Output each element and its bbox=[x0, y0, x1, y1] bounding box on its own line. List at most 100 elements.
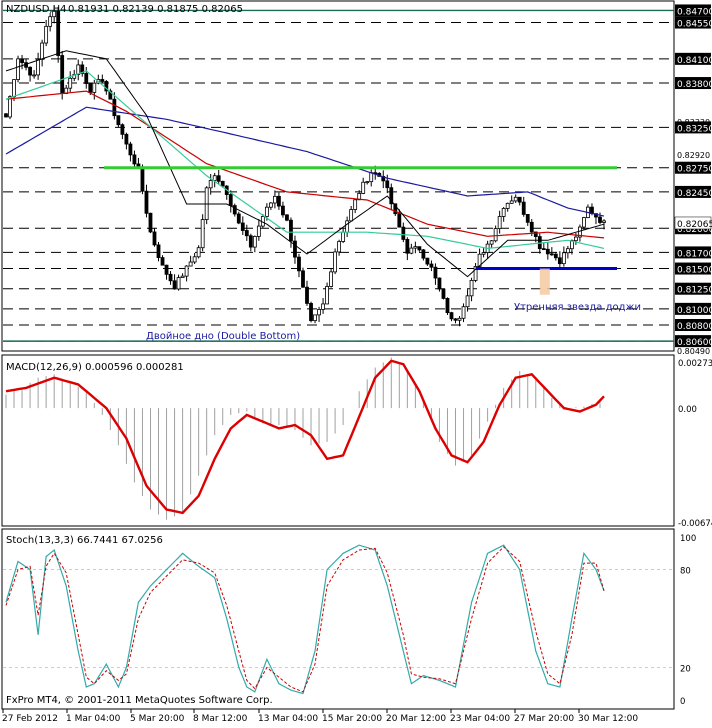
candle-body bbox=[582, 217, 586, 228]
candle-body bbox=[132, 154, 137, 165]
price-tick-label: 0.80600 bbox=[677, 338, 712, 348]
candle-body bbox=[561, 252, 566, 265]
candle-body bbox=[264, 206, 269, 217]
candle-body bbox=[598, 216, 602, 223]
price-tick-label: 0.84550 bbox=[677, 20, 712, 30]
candle-body bbox=[236, 213, 241, 224]
candle-body bbox=[108, 90, 113, 100]
candle-body bbox=[52, 10, 57, 18]
price-panel[interactable] bbox=[1, 0, 675, 352]
macd-marks: 0.00273 0.00 -0.00674 bbox=[5, 357, 712, 529]
time-tick-label: 5 Mar 20:00 bbox=[130, 714, 185, 724]
price-tick-box bbox=[675, 4, 711, 17]
price-tick-box bbox=[675, 282, 711, 295]
price-tick-label: 0.84700 bbox=[677, 7, 712, 17]
candle-body bbox=[421, 249, 426, 259]
candle-body bbox=[76, 64, 81, 75]
price-tick-box bbox=[675, 121, 711, 134]
candle-body bbox=[413, 246, 418, 249]
stoch-panel[interactable] bbox=[1, 528, 675, 710]
candle-body bbox=[501, 208, 506, 217]
candle-body bbox=[20, 58, 24, 64]
price-tick-label: 0.81250 bbox=[677, 286, 712, 296]
candle-body bbox=[521, 201, 526, 215]
candle-body bbox=[228, 194, 233, 206]
candle-body bbox=[100, 79, 105, 82]
candle-body bbox=[172, 280, 177, 290]
candle-body bbox=[305, 286, 309, 304]
candle-body bbox=[184, 265, 189, 277]
candle-body bbox=[200, 219, 205, 249]
candle-body bbox=[4, 113, 8, 118]
time-tick-label: 27 Feb 2012 bbox=[2, 714, 58, 724]
candle-body bbox=[337, 241, 342, 253]
ma-red-line bbox=[5, 90, 605, 239]
candle-body bbox=[104, 81, 109, 92]
candle-body bbox=[301, 270, 305, 288]
price-tick-label: 0.81700 bbox=[677, 249, 712, 259]
candle-body bbox=[341, 231, 346, 242]
candle-body bbox=[48, 16, 53, 27]
morning-star-annotation: Утренняя звезда доджи bbox=[514, 302, 641, 313]
time-tick-label: 20 Mar 12:00 bbox=[386, 714, 446, 724]
candle-body bbox=[513, 196, 518, 202]
time-tick-label: 8 Mar 12:00 bbox=[193, 714, 248, 724]
candle-body bbox=[244, 230, 249, 237]
candle-body bbox=[188, 261, 193, 267]
candle-body bbox=[12, 79, 16, 98]
ma-green-line bbox=[5, 70, 605, 250]
candle-body bbox=[112, 98, 117, 117]
candle-body bbox=[232, 205, 237, 215]
ma-blue-line bbox=[5, 106, 605, 217]
candle-body bbox=[369, 172, 374, 183]
candle-body bbox=[168, 273, 173, 282]
price-tick-box bbox=[675, 52, 711, 65]
candle-body bbox=[268, 202, 273, 208]
price-tick-label: 0.84100 bbox=[677, 56, 712, 66]
stoch-tick-label: 80 bbox=[680, 567, 691, 577]
candle-body bbox=[574, 236, 578, 242]
candle-body bbox=[256, 225, 261, 237]
candle-body bbox=[212, 175, 217, 181]
candle-body bbox=[349, 209, 354, 222]
candle-body bbox=[397, 213, 402, 228]
candle-body bbox=[44, 25, 49, 44]
candle-body bbox=[196, 247, 201, 258]
candle-body bbox=[216, 175, 221, 182]
candle-body bbox=[156, 244, 161, 259]
candle-body bbox=[509, 200, 514, 204]
candle-body bbox=[192, 256, 197, 263]
candle-body bbox=[208, 180, 213, 189]
current-price-box bbox=[674, 216, 712, 230]
candle-body bbox=[84, 73, 89, 84]
macd-title: MACD(12,26,9) 0.000596 0.000281 bbox=[6, 362, 184, 373]
candle-body bbox=[124, 133, 129, 145]
candle-body bbox=[88, 83, 93, 93]
candle-body bbox=[529, 221, 534, 233]
candle-body bbox=[60, 55, 65, 94]
price-tick-label: 0.80800 bbox=[677, 322, 712, 332]
candle-body bbox=[285, 214, 289, 221]
candle-body bbox=[449, 312, 454, 320]
candle-body bbox=[477, 253, 482, 267]
price-tick-label: 0.81500 bbox=[677, 266, 712, 276]
candle-body bbox=[385, 180, 390, 189]
candle-body bbox=[417, 246, 422, 251]
time-tick-label: 1 Mar 04:00 bbox=[66, 714, 121, 724]
stoch-tick-label: 0 bbox=[680, 697, 685, 707]
candle-body bbox=[281, 205, 285, 216]
candle-body bbox=[32, 74, 36, 77]
candle-body bbox=[493, 228, 498, 242]
candle-body bbox=[277, 195, 281, 207]
macd-signal-line bbox=[5, 359, 605, 515]
candle-body bbox=[329, 271, 333, 287]
candle-body bbox=[441, 288, 446, 299]
time-tick-label: 15 Mar 20:00 bbox=[322, 714, 382, 724]
candle-body bbox=[533, 231, 538, 237]
price-tick-box bbox=[675, 77, 711, 90]
candle-body bbox=[481, 252, 486, 255]
macd-panel[interactable] bbox=[1, 354, 675, 527]
time-axis: 27 Feb 2012 1 Mar 04:00 5 Mar 20:00 8 Mar 1… bbox=[2, 709, 638, 724]
